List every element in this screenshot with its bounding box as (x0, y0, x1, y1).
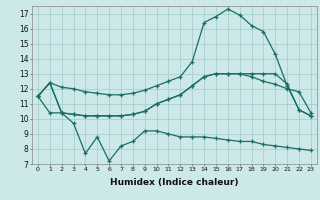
X-axis label: Humidex (Indice chaleur): Humidex (Indice chaleur) (110, 178, 239, 187)
